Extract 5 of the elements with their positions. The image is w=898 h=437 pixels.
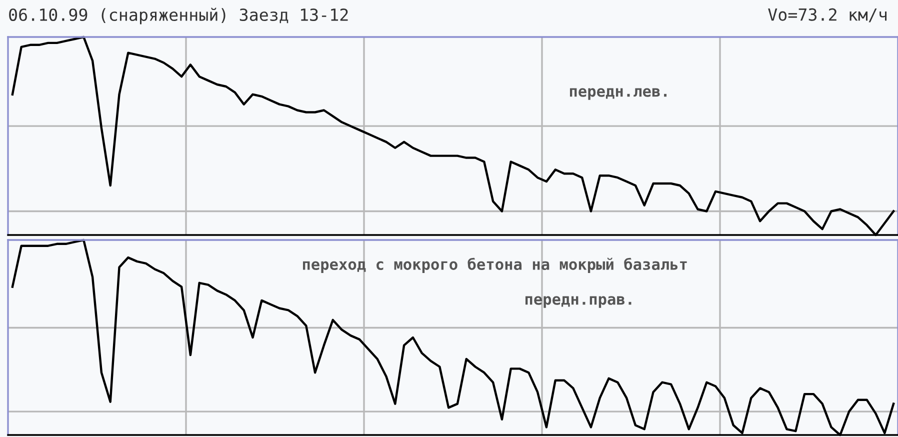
annotation: переход с мокрого бетона на мокрый базальт [302, 258, 687, 273]
annotation: передн.прав. [525, 296, 632, 308]
annotation: передн.лев. [570, 88, 667, 100]
chart-title: 06.10.99 (снаряженный) Заезд 13-12 [9, 8, 348, 24]
chart-subtitle: Vo=73.2 км/ч [768, 8, 887, 22]
